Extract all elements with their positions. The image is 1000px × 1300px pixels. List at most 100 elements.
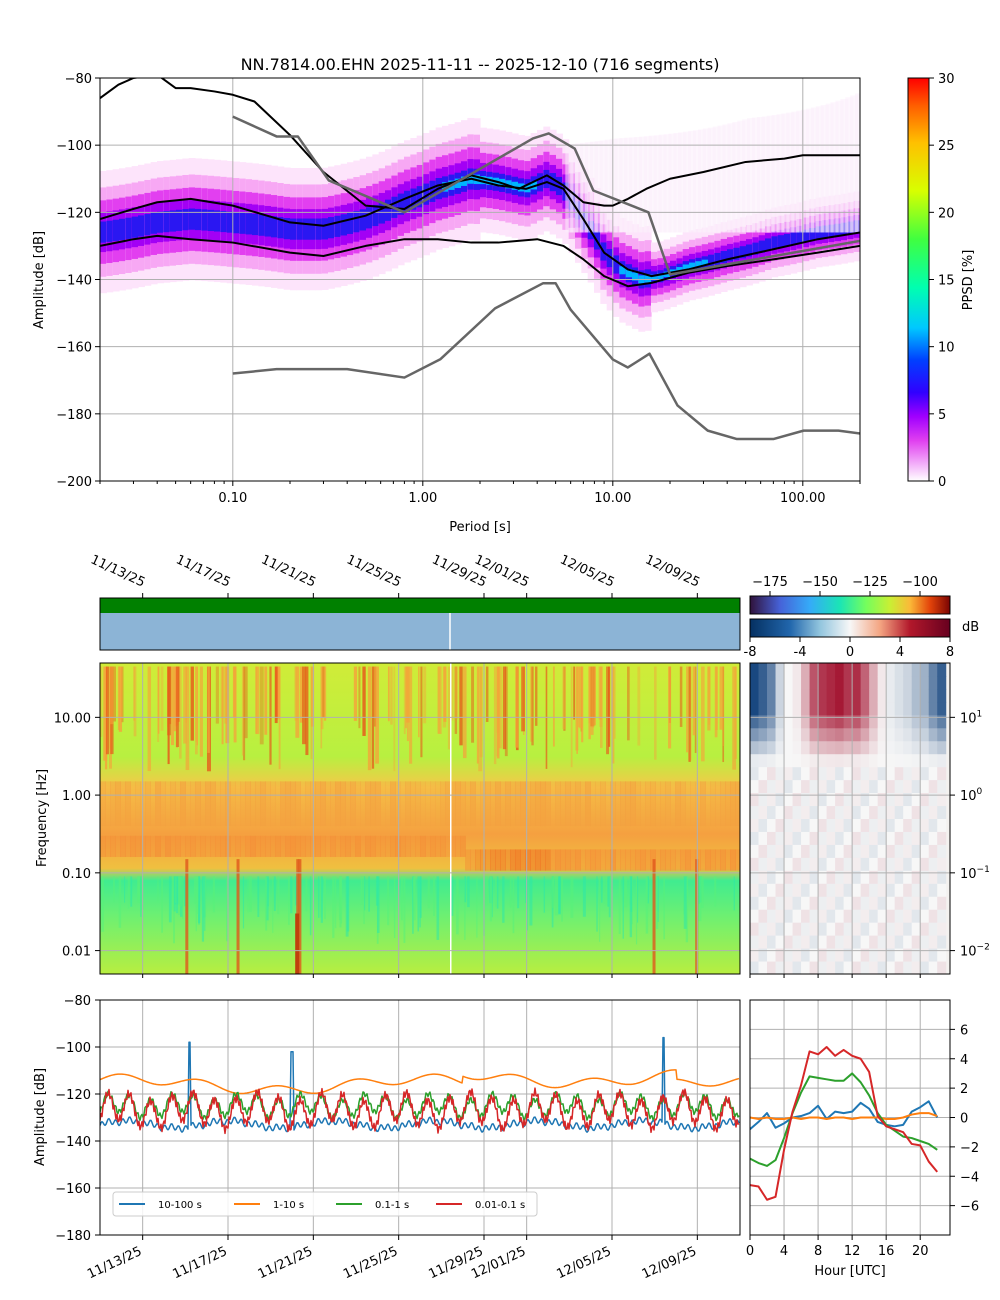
- spectrogram-lf-streak: [698, 876, 700, 904]
- diurnal-cell: [911, 883, 921, 897]
- ppsd-density-cell: [480, 176, 487, 185]
- diurnal-cell: [869, 857, 879, 871]
- spectrogram-secondary-cell: [245, 781, 251, 827]
- spectrogram-hf-streak: [167, 666, 172, 736]
- diurnal-cell: [826, 896, 836, 910]
- spectrogram-secondary-cell: [625, 781, 631, 827]
- spectrogram-lf-streak: [363, 876, 365, 925]
- diurnal-cell: [826, 766, 836, 781]
- diurnal-cell: [767, 818, 777, 832]
- diurnal-cell: [928, 792, 938, 807]
- spectrogram-microseism-cell: [465, 849, 471, 871]
- diurnal-cell: [818, 948, 828, 962]
- ppsd-density-cell: [176, 209, 183, 231]
- diurnal-cell: [903, 779, 913, 794]
- diurnal-cell: [937, 948, 947, 962]
- diurnal-cell: [792, 909, 802, 923]
- spectrogram-hf-streak: [423, 666, 427, 724]
- spectrogram-secondary-cell: [150, 781, 156, 827]
- diurnal-cell: [869, 961, 879, 974]
- spectrogram-transient: [298, 859, 302, 974]
- spectrogram-lf-streak: [193, 876, 196, 904]
- timeseries-xtick-label: 12/05/25: [554, 1244, 613, 1282]
- ppsd-density-cell: [423, 183, 430, 205]
- spectrogram-microseism-cell: [445, 835, 451, 857]
- spectrogram-microseism-cell: [730, 849, 736, 871]
- legend-box: [112, 1191, 538, 1217]
- spectrogram-secondary-cell: [125, 781, 131, 827]
- diurnal-cell: [886, 831, 896, 845]
- diurnal-cell: [758, 961, 768, 974]
- spectrogram-microseism-cell: [585, 849, 591, 871]
- spectrogram-secondary-cell: [230, 781, 236, 827]
- spectrogram-lf-streak: [496, 876, 499, 909]
- diurnal-cell: [937, 909, 947, 923]
- ppsd-density-cell: [195, 208, 202, 231]
- spectrogram-hf-streak: [320, 666, 324, 730]
- diurnal-cell: [775, 896, 785, 910]
- ppsd-density-scatter: [619, 138, 628, 233]
- diurnal-cell: [750, 766, 760, 781]
- spectrogram-microseism-cell: [215, 835, 221, 857]
- diurnal-cell: [869, 909, 879, 923]
- diurnal-cell: [937, 792, 947, 807]
- spectrogram-hf-streak: [496, 666, 499, 733]
- spectrogram-lf-streak: [140, 876, 142, 917]
- diurnal-cell: [818, 818, 828, 832]
- ppsd-density-scatter: [702, 128, 711, 233]
- spectrogram-microseism-cell: [435, 835, 441, 857]
- ppsd-density-scatter: [707, 127, 716, 233]
- spectrogram-lf-streak: [733, 876, 735, 911]
- spectrogram-lf-streak: [427, 876, 430, 909]
- spectrogram-hf-streak: [606, 666, 610, 755]
- spectrogram-microseism-cell: [200, 835, 206, 857]
- spectrogram-secondary-cell: [450, 781, 456, 827]
- ppsd-density-cell: [625, 269, 633, 278]
- diurnal-cell: [928, 701, 938, 716]
- spectrogram-microseism-cell: [555, 849, 561, 871]
- diurnal-cell: [750, 805, 760, 819]
- diurnal-cell: [877, 909, 887, 923]
- diurnal-cell: [911, 779, 921, 794]
- diurnal-cell: [860, 663, 870, 677]
- diurnal-cell: [869, 688, 879, 703]
- diurnal-cell: [750, 922, 760, 936]
- ppsd-density-scatter: [683, 131, 692, 233]
- diurnal-cell: [928, 935, 938, 949]
- diurnal-cell: [767, 766, 777, 781]
- spectrogram-hf-streak: [387, 666, 390, 722]
- spectrogram-secondary-cell: [375, 781, 381, 827]
- timeseries-lines: [100, 1036, 740, 1135]
- spectrogram-hf-streak: [221, 666, 224, 745]
- diurnal-cell: [809, 831, 819, 845]
- spectrogram-microseism-cell: [595, 849, 601, 871]
- spectrogram-microseism-cell: [490, 849, 496, 871]
- diurnal-cell: [758, 922, 768, 936]
- spectrogram-hf-streak: [637, 666, 641, 746]
- ppsd-ylabel: Amplitude [dB]: [32, 231, 47, 329]
- spectrogram-secondary-cell: [145, 781, 151, 827]
- spectrogram-secondary-cell: [510, 781, 516, 827]
- ppsd-density-scatter: [751, 117, 760, 233]
- ppsd-curve-nhnm: [232, 115, 860, 276]
- ppsd-density-scatter: [599, 140, 608, 233]
- spectrogram-microseism-cell: [455, 835, 461, 857]
- spectrogram-secondary-cell: [155, 781, 161, 827]
- spectrogram-secondary-cell: [270, 781, 276, 827]
- spectrogram-secondary-cell: [205, 781, 211, 827]
- diurnal-cell: [894, 909, 904, 923]
- diurnal-cell: [920, 740, 930, 755]
- diurnal-cell: [903, 805, 913, 819]
- ppsd-density-scatter: [580, 142, 589, 233]
- ppsd-density-scatter: [810, 107, 819, 233]
- diurnal-cell: [775, 805, 785, 819]
- diurnal-cell: [852, 805, 862, 819]
- ppsd-density-scatter: [570, 143, 579, 233]
- ppsd-density-cell: [695, 261, 703, 267]
- diurnal-cell: [818, 753, 828, 768]
- diurnal-cell: [767, 935, 777, 949]
- spectrogram-hf-streak: [195, 666, 198, 755]
- spectrogram-lf-streak: [198, 876, 200, 925]
- ppsd-curve-mean: [100, 177, 860, 278]
- diurnal-cell: [818, 844, 828, 858]
